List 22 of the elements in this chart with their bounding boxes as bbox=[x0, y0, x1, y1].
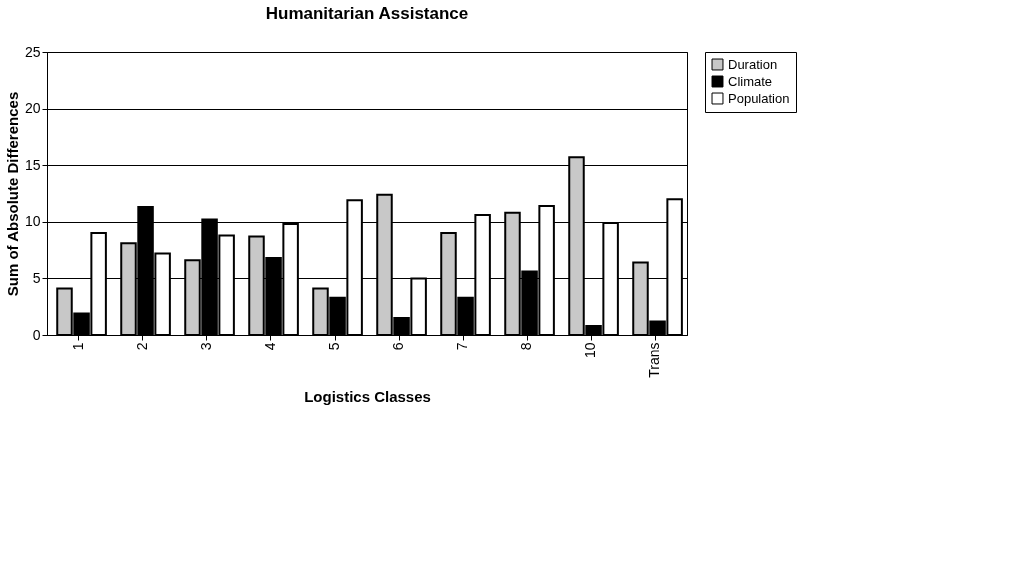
x-tick-label: 6 bbox=[390, 342, 406, 351]
y-tick-label: 25 bbox=[24, 43, 41, 60]
x-tick-label: 1 bbox=[70, 342, 86, 351]
x-tick-label: 3 bbox=[198, 342, 214, 351]
x-tick-label: 2 bbox=[134, 342, 150, 351]
x-tick-label: 8 bbox=[518, 342, 534, 351]
y-tick-label: 20 bbox=[24, 100, 41, 117]
x-tick-label: Trans bbox=[646, 342, 662, 378]
x-tick-label: 10 bbox=[582, 342, 598, 359]
x-tick-label: 7 bbox=[454, 342, 470, 351]
y-tick-label: 10 bbox=[24, 213, 41, 230]
chart-title: Humanitarian Assistance bbox=[265, 4, 469, 23]
x-tick-label: 4 bbox=[262, 342, 278, 351]
y-axis-title: Sum of Absolute Differences bbox=[3, 91, 21, 297]
y-tick-label: 15 bbox=[24, 156, 41, 173]
legend-label: Climate bbox=[728, 73, 773, 89]
legend-label: Duration bbox=[728, 56, 778, 72]
x-tick-label: 5 bbox=[326, 342, 342, 351]
y-tick-label: 0 bbox=[32, 326, 41, 343]
legend-label: Population bbox=[728, 90, 790, 106]
x-axis-title: Logistics Classes bbox=[304, 387, 431, 405]
y-tick-label: 5 bbox=[32, 269, 41, 286]
